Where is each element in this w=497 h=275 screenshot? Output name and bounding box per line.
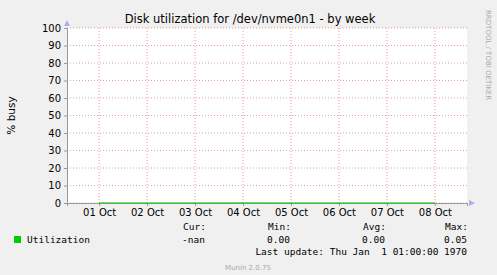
credit: Munin 2.0.75 <box>225 264 271 272</box>
stat-header: Cur: <box>183 221 206 232</box>
grid-line-x <box>99 28 100 203</box>
plot-area <box>67 28 467 203</box>
y-tick: 20 <box>48 163 67 174</box>
y-axis: 0 10 20 30 40 50 60 70 80 90 100 <box>42 23 68 209</box>
stat-header: Min: <box>268 221 291 232</box>
y-tick: 0 <box>55 198 67 209</box>
axis-arrow <box>469 200 475 206</box>
y-tick-label: 80 <box>48 58 61 69</box>
y-tick-mark <box>64 168 67 169</box>
x-tick-mark <box>435 203 436 206</box>
y-tick: 100 <box>42 23 67 34</box>
y-tick-label: 40 <box>48 128 61 139</box>
x-tick-label: 02 Oct <box>131 207 164 218</box>
series-line <box>99 202 435 203</box>
x-tick: 03 Oct <box>179 203 212 218</box>
y-tick: 50 <box>48 110 67 121</box>
y-tick-label: 0 <box>55 198 61 209</box>
footer: Last update: Thu Jan 1 01:00:00 1970 <box>255 246 467 257</box>
grid-line-y <box>67 45 467 46</box>
grid-line-y <box>67 150 467 151</box>
watermark: RRDTOOL / TOBI OETIKER <box>484 10 492 100</box>
x-tick-label: 01 Oct <box>83 207 116 218</box>
y-tick: 30 <box>48 145 67 156</box>
grid-line-y <box>67 168 467 169</box>
y-axis-title: % busy <box>5 96 17 134</box>
grid-line-y <box>67 133 467 134</box>
y-tick-mark <box>64 28 67 29</box>
y-axis-line <box>64 29 68 204</box>
x-tick: 08 Oct <box>419 203 452 218</box>
x-tick-label: 07 Oct <box>371 207 404 218</box>
legend-stat: 0.05 <box>444 234 467 245</box>
x-tick-label: 03 Oct <box>179 207 212 218</box>
stat-header: Max: <box>445 221 468 232</box>
y-tick-mark <box>64 203 67 204</box>
legend-stat: 0.00 <box>362 234 385 245</box>
x-tick: 06 Oct <box>323 203 356 218</box>
x-tick: 07 Oct <box>371 203 404 218</box>
chart: 0 10 20 30 40 50 60 70 80 90 100 01 Oct 02 Oct 03 Oct… <box>0 0 497 275</box>
grid-line-x <box>195 28 196 203</box>
grid-line-x <box>338 28 339 203</box>
y-tick-label: 100 <box>42 23 61 34</box>
axis-arrow <box>64 20 70 26</box>
grid-line-y <box>67 28 467 29</box>
grid-line-y <box>67 185 467 186</box>
y-tick-label: 70 <box>48 75 61 86</box>
y-tick-label: 60 <box>48 93 61 104</box>
background <box>0 0 497 275</box>
y-tick-mark <box>64 116 67 117</box>
y-tick: 70 <box>48 75 67 86</box>
grid-line-y <box>67 203 467 204</box>
legend-swatch <box>14 236 21 243</box>
grid <box>67 28 467 203</box>
x-tick: 04 Oct <box>227 203 260 218</box>
y-tick-label: 30 <box>48 145 61 156</box>
y-tick-mark <box>64 63 67 64</box>
grid-line-x <box>243 28 244 203</box>
y-tick-label: 50 <box>48 110 61 121</box>
legend-label: Utilization <box>27 234 90 245</box>
grid-line-y <box>67 115 467 116</box>
y-tick-label: 20 <box>48 163 61 174</box>
title: Disk utilization for /dev/nvme0n1 - by w… <box>125 12 376 26</box>
grid-line-x <box>386 28 387 203</box>
grid-line-y <box>67 63 467 64</box>
x-tick-label: 05 Oct <box>275 207 308 218</box>
legend-stat: 0.00 <box>267 234 290 245</box>
grid-line-y <box>67 98 467 99</box>
y-tick-mark <box>64 81 67 82</box>
x-tick: 01 Oct <box>83 203 116 218</box>
y-tick: 60 <box>48 93 67 104</box>
x-tick-label: 06 Oct <box>323 207 356 218</box>
y-tick-label: 90 <box>48 40 61 51</box>
y-tick-mark <box>64 46 67 47</box>
y-tick-label: 10 <box>48 180 61 191</box>
y-tick-mark <box>64 186 67 187</box>
grid-line-x <box>290 28 291 203</box>
data <box>99 202 435 203</box>
x-axis-line <box>68 204 468 207</box>
y-tick: 10 <box>48 180 67 191</box>
y-tick: 80 <box>48 58 67 69</box>
y-tick: 90 <box>48 40 67 51</box>
y-tick-mark <box>64 151 67 152</box>
x-tick-mark <box>243 203 244 206</box>
stat-header: Avg: <box>363 221 386 232</box>
grid-line-y <box>67 80 467 81</box>
x-tick-label: 08 Oct <box>419 207 452 218</box>
legend-stat: -nan <box>182 234 205 245</box>
x-tick: 02 Oct <box>131 203 164 218</box>
x-tick-label: 04 Oct <box>227 207 260 218</box>
x-tick: 05 Oct <box>275 203 308 218</box>
grid-line-x <box>147 28 148 203</box>
y-tick: 40 <box>48 128 67 139</box>
y-tick-mark <box>64 133 67 134</box>
y-tick-mark <box>64 98 67 99</box>
x-axis: 01 Oct 02 Oct 03 Oct 04 Oct 05 Oct 06 Oct 07 O… <box>68 203 468 218</box>
grid-line-x <box>434 28 435 203</box>
